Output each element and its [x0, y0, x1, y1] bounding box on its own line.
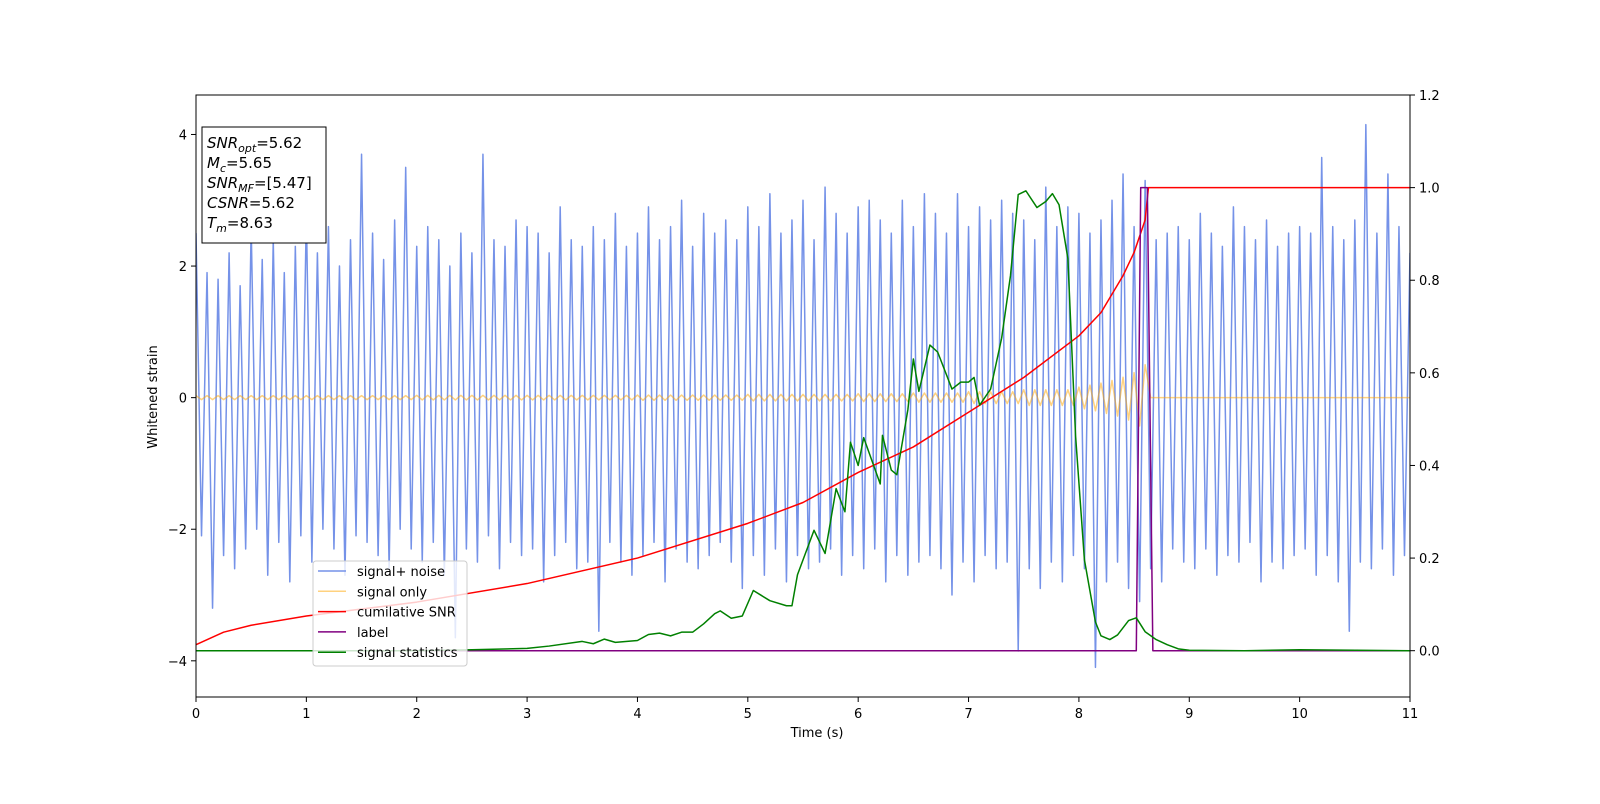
x-tick-label: 4 — [633, 707, 641, 722]
y-tick-label: 4 — [179, 128, 187, 143]
y-tick-label: 0 — [179, 392, 187, 407]
legend-label: signal+ noise — [357, 565, 445, 580]
y2-tick-label: 0.6 — [1419, 367, 1440, 382]
y-axis-label: Whitened strain — [146, 345, 161, 448]
y2-tick-label: 0.4 — [1419, 459, 1440, 474]
annotation-symbol: M — [207, 154, 220, 172]
legend-label: cumilative SNR — [357, 606, 456, 621]
annotation-line: SNRopt=5.62 — [207, 134, 302, 155]
annotation-symbol: CSNR — [207, 194, 249, 212]
annotation-value: =[5.47] — [254, 174, 312, 192]
annotation-value: =5.62 — [249, 194, 295, 212]
annotation-line: Tm=8.63 — [207, 214, 273, 235]
y2-tick-label: 0.8 — [1419, 274, 1440, 289]
annotation-subscript: opt — [238, 142, 257, 155]
x-tick-label: 7 — [964, 707, 972, 722]
legend-frame — [312, 560, 468, 667]
legend: signal+ noise signal only cumilative SNR la… — [312, 560, 468, 667]
annotation-value: =8.63 — [227, 214, 273, 232]
annotation-value: =5.62 — [256, 134, 302, 152]
x-tick-label: 0 — [192, 707, 200, 722]
series-line — [196, 364, 1410, 427]
annotation-line: CSNR=5.62 — [207, 194, 295, 212]
series-line — [196, 190, 1410, 652]
y2-tick-label: 1.0 — [1419, 182, 1440, 197]
x-tick-label: 11 — [1402, 707, 1419, 722]
y-tick-label: −2 — [168, 523, 187, 538]
x-tick-label: 5 — [744, 707, 752, 722]
annotation-subscript: MF — [238, 182, 254, 195]
x-tick-label: 2 — [413, 707, 421, 722]
x-tick-label: 3 — [523, 707, 531, 722]
series-line — [196, 123, 1410, 669]
annotation-symbol: T — [207, 214, 218, 232]
annotation-symbol: SNR — [207, 134, 238, 152]
plot-frame — [195, 94, 1411, 698]
x-tick-label: 1 — [302, 707, 310, 722]
annotation-value: =5.65 — [226, 154, 272, 172]
annotation-symbol: SNR — [207, 174, 238, 192]
annotation-box: SNRopt=5.62Mc=5.65SNRMF=[5.47]CSNR=5.62T… — [201, 126, 327, 244]
y2-tick-label: 0.2 — [1419, 552, 1440, 567]
annotation-frame — [201, 126, 327, 244]
x-tick-label: 6 — [854, 707, 862, 722]
x-axis-label: Time (s) — [790, 726, 844, 741]
y2-tick-label: 1.2 — [1419, 89, 1440, 104]
legend-label: signal statistics — [357, 646, 458, 661]
x-tick-label: 8 — [1075, 707, 1083, 722]
legend-label: signal only — [357, 585, 427, 600]
y-tick-label: 2 — [179, 260, 187, 275]
legend-label: label — [357, 626, 388, 641]
y2-tick-label: 0.0 — [1419, 645, 1440, 660]
annotation-subscript: m — [216, 222, 227, 235]
annotation-subscript: c — [220, 162, 226, 175]
y-tick-label: −4 — [168, 655, 187, 670]
x-tick-label: 10 — [1291, 707, 1308, 722]
annotation-line: SNRMF=[5.47] — [207, 174, 312, 195]
x-tick-label: 9 — [1185, 707, 1193, 722]
annotation-line: Mc=5.65 — [207, 154, 272, 175]
